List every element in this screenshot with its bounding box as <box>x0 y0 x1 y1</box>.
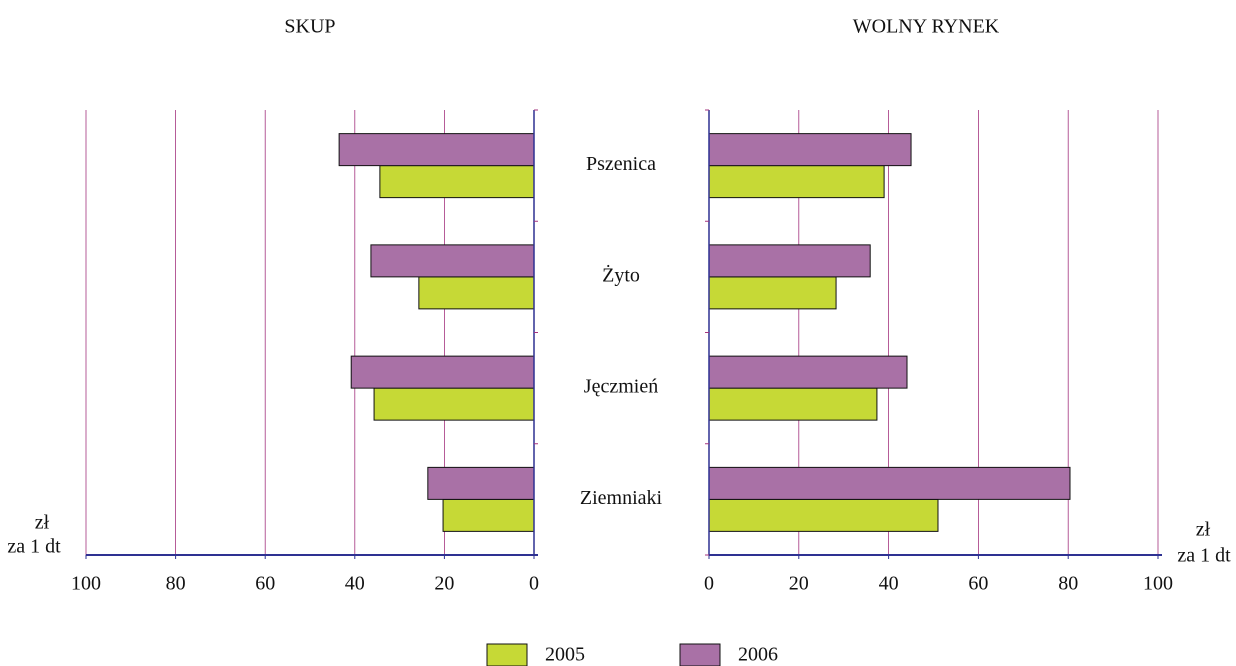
bar <box>708 387 878 421</box>
x-tick-label: 0 <box>529 573 539 595</box>
bar <box>708 498 939 532</box>
x-axis-label: za 1 dt <box>7 536 61 558</box>
bar <box>427 466 535 500</box>
bar <box>442 498 535 532</box>
bar <box>338 133 535 167</box>
bar <box>373 387 535 421</box>
x-tick-label: 100 <box>1143 573 1173 595</box>
x-axis-label: zł <box>35 512 50 534</box>
x-tick-label: 80 <box>166 573 186 595</box>
category-label: Żyto <box>602 263 640 286</box>
x-tick-label: 60 <box>255 573 275 595</box>
legend-swatch <box>679 643 721 666</box>
x-tick-label: 20 <box>789 573 809 595</box>
legend-label: 2005 <box>545 644 585 666</box>
bar <box>708 355 908 389</box>
x-axis-label: zł <box>1196 519 1211 541</box>
bar <box>370 244 535 278</box>
bar <box>418 276 535 310</box>
bar <box>350 355 535 389</box>
x-tick-label: 40 <box>879 573 899 595</box>
bar <box>708 244 871 278</box>
legend-label: 2006 <box>738 644 778 666</box>
category-label: Ziemniaki <box>580 487 663 509</box>
panel-title: WOLNY RYNEK <box>853 16 1000 38</box>
bar <box>708 165 885 199</box>
x-tick-label: 40 <box>345 573 365 595</box>
x-tick-label: 0 <box>704 573 714 595</box>
x-tick-label: 20 <box>434 573 454 595</box>
bar <box>708 133 912 167</box>
x-tick-label: 60 <box>968 573 988 595</box>
x-tick-label: 80 <box>1058 573 1078 595</box>
category-label: Jęczmień <box>584 376 658 398</box>
category-label: Pszenica <box>586 153 656 175</box>
x-axis-label: za 1 dt <box>1177 545 1231 567</box>
legend-swatch <box>486 643 528 666</box>
bar <box>708 466 1071 500</box>
x-tick-label: 100 <box>71 573 101 595</box>
bar <box>379 165 535 199</box>
panel-title: SKUP <box>284 16 335 38</box>
bar <box>708 276 837 310</box>
